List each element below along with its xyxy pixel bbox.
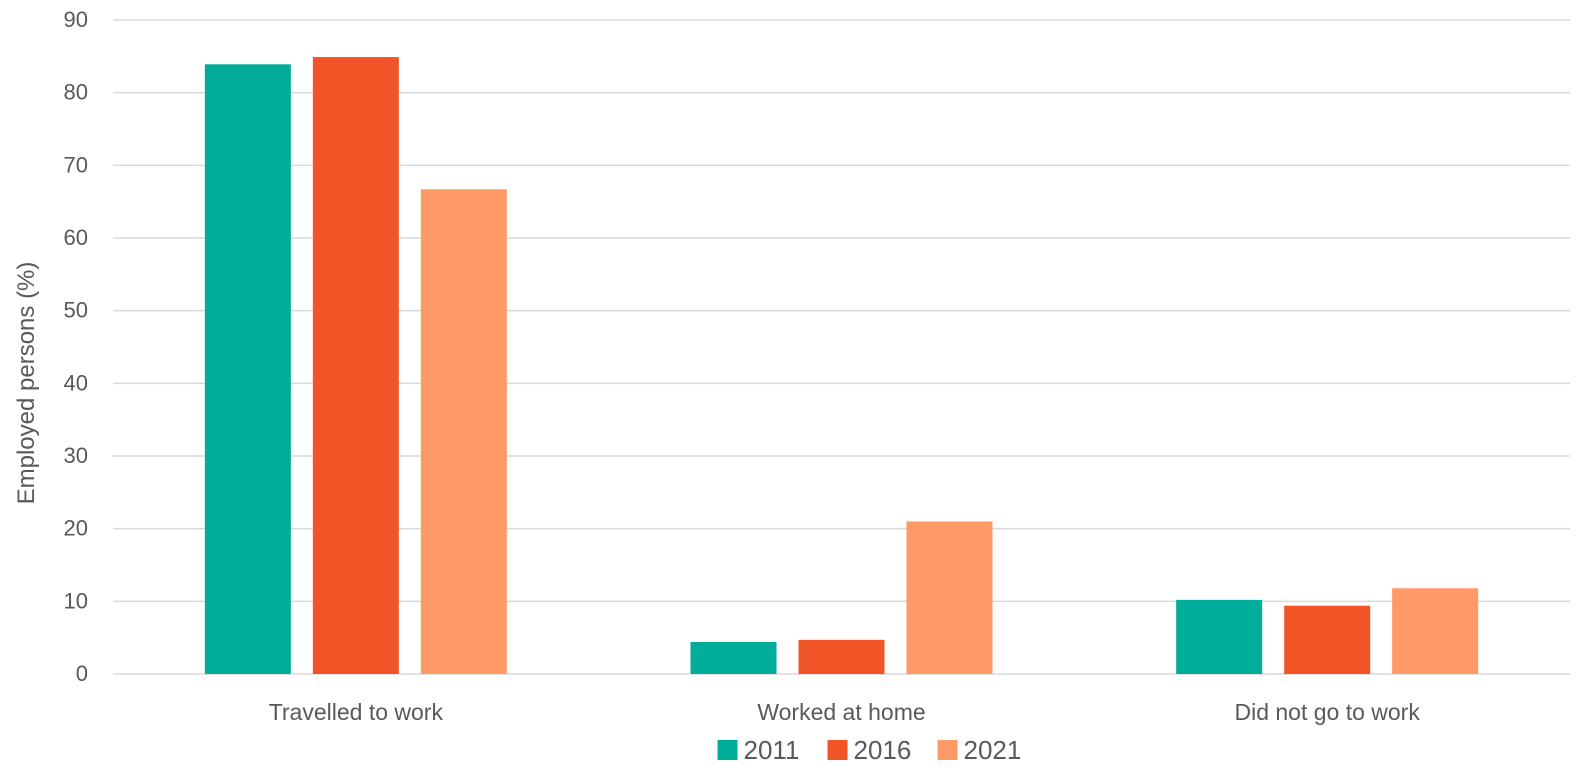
- y-axis-tick-labels: 0 10 20 30 40 50 60 70 80 90: [64, 7, 88, 686]
- legend-swatch-2016: [827, 740, 848, 760]
- bar-2021-1: [420, 189, 507, 674]
- legend-swatch-2011: [717, 740, 738, 760]
- x-category-label: Did not go to work: [1234, 699, 1420, 725]
- legend-label-2016: 2016: [854, 735, 912, 765]
- y-tick-label: 60: [64, 225, 88, 250]
- x-category-label: Travelled to work: [269, 699, 444, 725]
- bars: [204, 57, 1479, 675]
- bar-2016-2: [798, 639, 885, 674]
- bar-2011-3: [1176, 599, 1263, 674]
- y-tick-label: 90: [64, 7, 88, 32]
- y-tick-label: 30: [64, 443, 88, 468]
- y-tick-label: 70: [64, 152, 88, 177]
- bar-2011-2: [690, 642, 777, 674]
- legend-label-2021: 2021: [964, 735, 1022, 765]
- legend-swatch-2021: [937, 740, 958, 760]
- bar-2016-3: [1284, 605, 1371, 674]
- x-category-label: Worked at home: [757, 699, 925, 725]
- bar-2021-3: [1392, 588, 1479, 674]
- bar-2016-1: [312, 57, 399, 675]
- bar-2011-1: [204, 64, 291, 675]
- y-tick-label: 10: [64, 588, 88, 613]
- bar-2021-2: [906, 521, 993, 674]
- y-tick-label: 20: [64, 516, 88, 541]
- y-axis-title: Employed persons (%): [13, 262, 40, 505]
- y-tick-label: 0: [76, 661, 88, 686]
- x-axis-category-labels: Travelled to work Worked at home Did not g…: [269, 699, 1421, 725]
- y-tick-label: 50: [64, 298, 88, 323]
- y-tick-label: 40: [64, 370, 88, 395]
- legend: 2011 2016 2021: [717, 735, 1022, 765]
- legend-label-2011: 2011: [744, 735, 800, 765]
- y-tick-label: 80: [64, 80, 88, 105]
